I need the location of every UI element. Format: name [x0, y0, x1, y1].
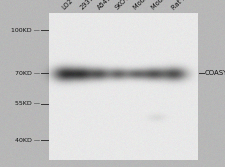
Text: SKOV3: SKOV3: [114, 0, 134, 11]
Text: 100KD —: 100KD —: [11, 28, 40, 33]
Text: 70KD —: 70KD —: [15, 71, 40, 76]
Text: Mouse heart: Mouse heart: [132, 0, 166, 11]
Text: COASY: COASY: [205, 70, 225, 76]
Text: Mouse liver: Mouse liver: [150, 0, 181, 11]
Text: 293T: 293T: [79, 0, 94, 11]
Text: 40KD —: 40KD —: [15, 138, 40, 143]
Text: LO2: LO2: [61, 0, 74, 11]
Text: Rat kidney: Rat kidney: [171, 0, 200, 11]
Text: 55KD —: 55KD —: [15, 101, 40, 106]
Text: A549: A549: [97, 0, 113, 11]
